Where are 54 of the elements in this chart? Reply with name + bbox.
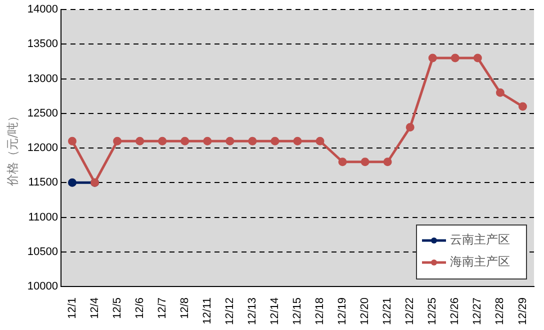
- x-tick-label: 12/1: [66, 297, 78, 319]
- x-tick-label: 12/11: [201, 297, 214, 324]
- point: [473, 54, 482, 62]
- x-tick-label: 12/25: [426, 297, 439, 326]
- x-tick-label: 12/4: [88, 297, 101, 319]
- x-tick-label: 12/7: [156, 297, 168, 319]
- point: [68, 178, 76, 187]
- y-tick-label: 10500: [27, 246, 58, 258]
- point: [158, 136, 167, 146]
- x-tick-label: 12/14: [269, 297, 281, 326]
- x-tick-label: 12/6: [134, 297, 146, 319]
- point: [293, 136, 302, 146]
- x-tick-label: 12/21: [382, 297, 394, 326]
- point: [248, 136, 257, 146]
- point: [270, 136, 280, 146]
- y-axis-title: 价格（元/吨）: [5, 110, 20, 188]
- x-tick-label: 12/12: [224, 297, 236, 326]
- y-tick-label: 14000: [27, 4, 58, 16]
- x-tick-label: 12/19: [336, 297, 349, 326]
- x-tick-label: 12/13: [246, 297, 258, 326]
- point: [226, 136, 234, 146]
- point: [406, 123, 414, 132]
- x-tick-label: 12/20: [359, 297, 372, 326]
- x-tick-label: 12/27: [472, 297, 484, 326]
- point: [113, 136, 122, 146]
- point: [496, 88, 504, 97]
- x-tick-label: 12/18: [314, 297, 326, 326]
- y-tick-label: 10000: [27, 280, 58, 293]
- legend-label: 海南主产区: [450, 254, 510, 269]
- x-tick-label: 12/5: [111, 297, 124, 319]
- point: [203, 136, 212, 146]
- x-tick-label: 12/15: [292, 297, 304, 326]
- point: [136, 136, 144, 146]
- point: [518, 102, 527, 111]
- point: [428, 54, 437, 62]
- point: [383, 158, 392, 166]
- legend-label: 云南主产区: [450, 232, 510, 247]
- x-tick-label: 12/26: [449, 297, 462, 326]
- y-tick-label: 13500: [27, 38, 58, 50]
- y-tick-label: 11500: [28, 176, 58, 189]
- point: [338, 158, 347, 166]
- y-tick-label: 12500: [27, 107, 58, 120]
- y-tick-label: 11000: [28, 211, 58, 224]
- point: [180, 136, 190, 146]
- x-tick-label: 12/28: [494, 297, 506, 326]
- y-tick-label: 12000: [27, 142, 58, 154]
- point: [316, 136, 324, 146]
- x-tick-label: 12/29: [516, 297, 529, 326]
- point: [68, 136, 76, 146]
- point: [360, 158, 370, 166]
- y-tick-label: 13000: [27, 72, 58, 85]
- point: [450, 54, 460, 62]
- x-tick-label: 12/8: [178, 297, 191, 319]
- x-tick-label: 12/22: [404, 297, 416, 326]
